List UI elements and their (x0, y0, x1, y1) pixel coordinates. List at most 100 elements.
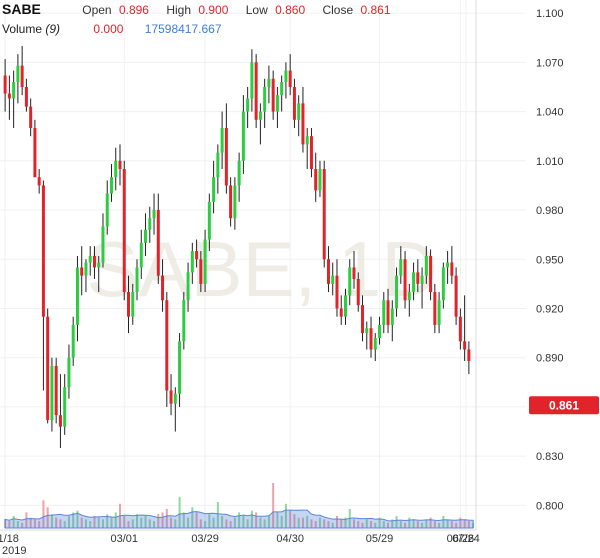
open-value: 0.896 (118, 3, 149, 17)
candle (437, 292, 441, 334)
volume-bar (208, 514, 211, 528)
volume-bar (144, 515, 147, 528)
candle-body (284, 70, 288, 83)
volume-bar (293, 514, 296, 528)
candle (412, 262, 416, 301)
candle-body (144, 229, 148, 243)
candle (361, 295, 365, 342)
candle-body (139, 242, 143, 268)
candle-body (458, 316, 462, 342)
volume-bar (357, 521, 360, 528)
candle (271, 70, 275, 120)
volume-bar (272, 483, 275, 528)
candle (433, 283, 437, 334)
volume-value: 0.000 (93, 22, 124, 36)
candle (50, 357, 54, 432)
volume-bar (425, 519, 428, 528)
volume-bar (67, 515, 70, 528)
volume-bar (114, 512, 117, 528)
candle-body (54, 365, 58, 416)
candle-body (335, 275, 339, 309)
x-year-label: 2019 (2, 545, 26, 557)
candle-body (365, 328, 369, 334)
candle (420, 267, 424, 309)
volume-bar (335, 515, 338, 528)
candle-body (356, 278, 360, 306)
volume-bar (221, 515, 224, 528)
candle-body (84, 262, 88, 276)
volume-bar (429, 517, 432, 528)
candle-body (297, 103, 301, 120)
candle-body (275, 95, 279, 112)
volume-bar (395, 515, 398, 528)
x-tick-label: 07/24 (452, 533, 480, 545)
candle (241, 95, 245, 174)
candle-body (67, 357, 71, 388)
volume-bar (250, 510, 253, 528)
candle-body (12, 82, 16, 99)
candle (190, 242, 194, 284)
candle (165, 292, 169, 407)
candle (84, 259, 88, 293)
candle (416, 259, 420, 293)
candle-body (246, 98, 250, 112)
volume-bar (353, 519, 355, 528)
y-tick-label: 0.890 (536, 353, 564, 365)
candle-body (92, 255, 96, 268)
candle-body (288, 70, 292, 87)
candle (63, 374, 67, 435)
candle-body (378, 324, 382, 339)
candle-body (58, 415, 62, 427)
x-tick-label: 06/26 (447, 533, 475, 545)
candle (463, 295, 467, 361)
candle-body (173, 393, 177, 404)
candle (67, 344, 71, 399)
volume-title[interactable]: Volume (9) (2, 22, 60, 36)
candle (335, 259, 339, 317)
candle-body (178, 341, 182, 394)
volume-bar (416, 521, 419, 528)
candle-body (233, 185, 237, 219)
candle-body (105, 193, 109, 227)
candle-body (24, 86, 28, 107)
volume-bar (450, 521, 453, 528)
candle (441, 262, 445, 309)
volume-bar (110, 517, 113, 528)
candle (356, 272, 360, 312)
symbol-label[interactable]: SABE (2, 1, 41, 17)
candle-body (33, 127, 37, 178)
candle-body (63, 387, 67, 427)
volume-bar (255, 512, 258, 528)
candle-body (195, 251, 199, 260)
volume-bar (63, 521, 66, 528)
candle (263, 78, 267, 128)
volume-bar (399, 521, 402, 528)
candle-body (186, 272, 190, 301)
candle (297, 95, 301, 137)
candle (373, 333, 377, 361)
candle-body (165, 300, 169, 391)
candle (224, 103, 228, 194)
volume-bar (157, 514, 160, 528)
candle (429, 249, 433, 301)
volume-bar (8, 521, 11, 528)
volume-bar (50, 514, 53, 528)
candle-body (441, 267, 445, 301)
candle-body (420, 275, 424, 284)
volume-bar (455, 522, 458, 528)
volume-bar (178, 496, 181, 528)
candle-body (101, 226, 105, 263)
volume-bar (33, 519, 36, 528)
candle (267, 65, 271, 104)
candle-body (331, 275, 335, 284)
volume-bar (29, 517, 32, 528)
candle-body (216, 152, 220, 178)
volume-bar (191, 507, 194, 528)
volume-bar (463, 519, 466, 528)
candle (33, 119, 37, 178)
volume-bar (38, 521, 41, 528)
volume-bar (72, 512, 75, 528)
